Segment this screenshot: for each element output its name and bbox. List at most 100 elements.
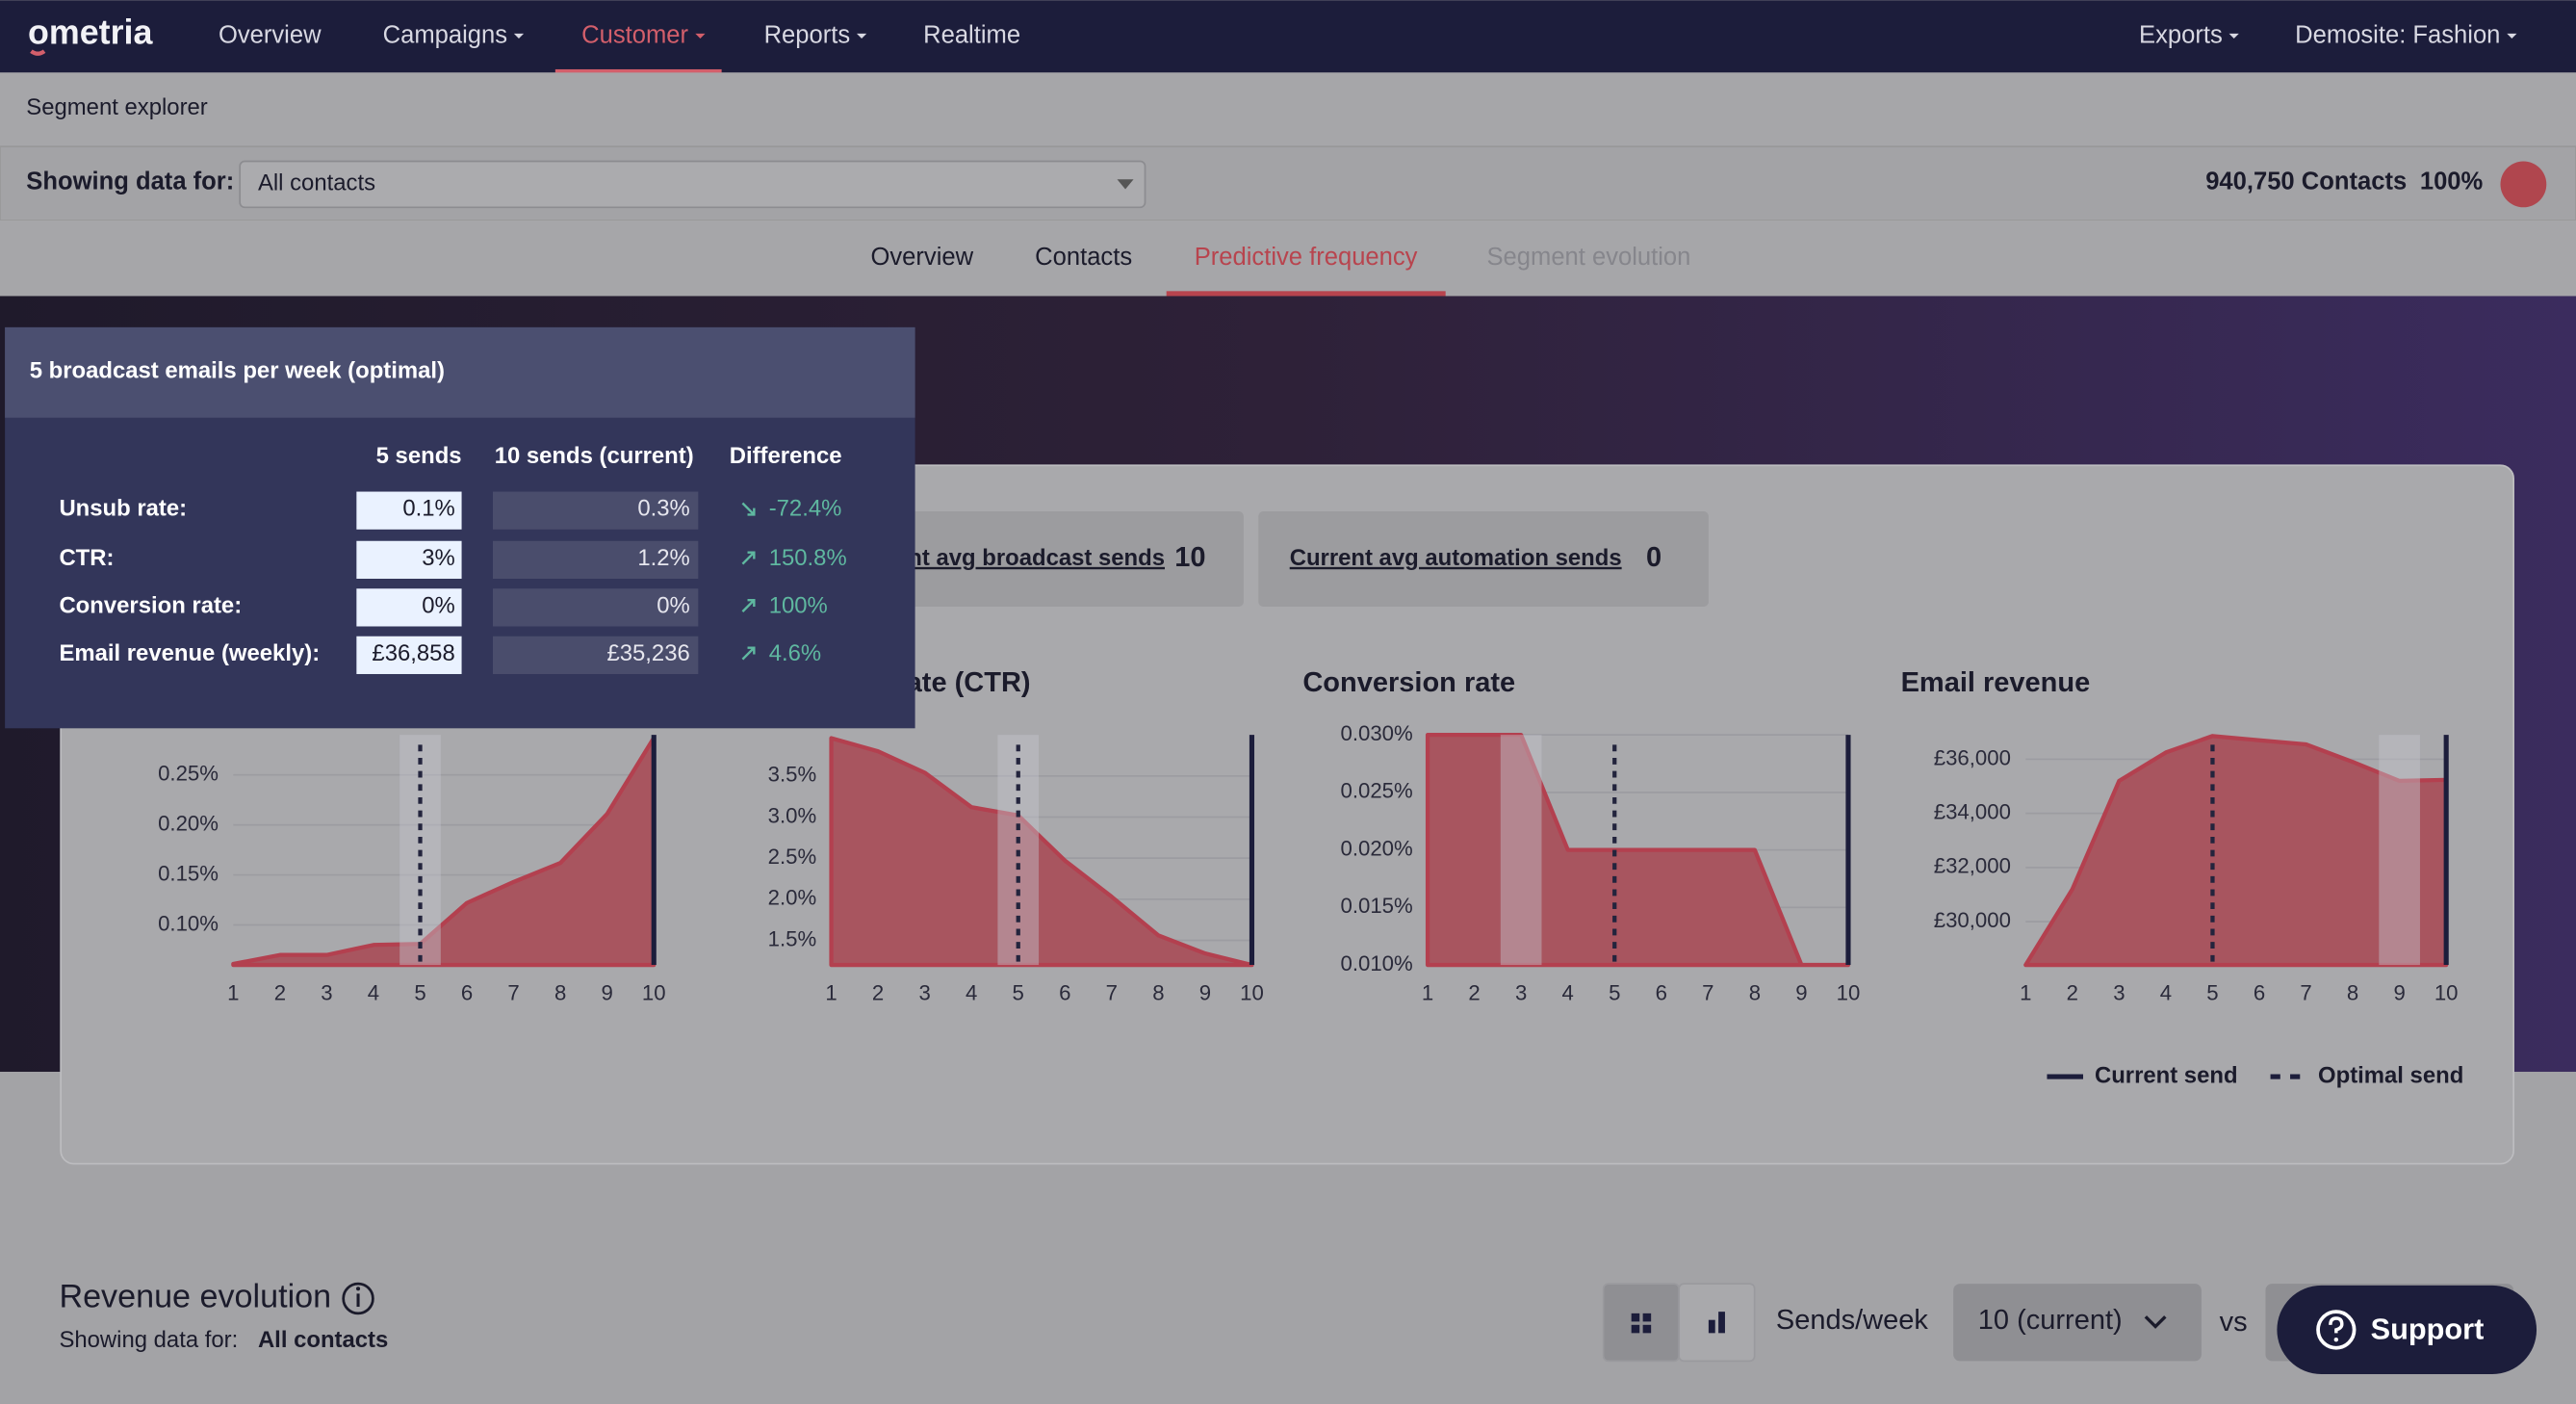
- x-tick-label: 10: [642, 981, 666, 1005]
- filter-select[interactable]: [239, 160, 1146, 209]
- optimal-value: 3%: [422, 545, 455, 571]
- x-tick-label: 8: [1749, 981, 1761, 1005]
- grid-icon: [1631, 1313, 1652, 1334]
- nav-right-item[interactable]: Demosite: Fashion: [2295, 22, 2500, 49]
- y-tick-label: 0.15%: [158, 861, 219, 885]
- x-tick-label: 4: [966, 981, 977, 1005]
- x-tick-label: 10: [1837, 981, 1861, 1005]
- difference-value: 4.6%: [769, 640, 821, 666]
- x-tick-label: 6: [1059, 981, 1070, 1005]
- y-tick-label: 0.015%: [1341, 894, 1413, 918]
- x-tick-label: 5: [2206, 981, 2218, 1005]
- tooltip-rows: Unsub rate: 0.1% 0.3% -72.4% CTR: 3% 1.2% 150.8…: [59, 491, 847, 674]
- legend-current: Current send: [2095, 1062, 2238, 1088]
- select-caret: [1117, 179, 1134, 190]
- x-tick-label: 9: [1199, 981, 1211, 1005]
- optimal-value: 0%: [422, 592, 455, 618]
- dropdown-caret: [2228, 33, 2239, 39]
- info-icon-dot: [355, 1287, 361, 1291]
- difference-value: 150.8%: [769, 545, 847, 571]
- mini-chart: Email revenue £30,000 £32,000 £34,000 £36,00…: [1901, 667, 2459, 1005]
- tooltip-title: 5 broadcast emails per week (optimal): [30, 357, 445, 383]
- sends-select[interactable]: [1953, 1284, 2202, 1362]
- x-tick-label: 5: [1013, 981, 1024, 1005]
- x-tick-label: 4: [368, 981, 379, 1005]
- y-tick-label: 0.030%: [1341, 721, 1413, 745]
- x-tick-label: 7: [2300, 981, 2311, 1005]
- tooltip-header: [5, 326, 915, 418]
- stat-box: [1258, 511, 1709, 608]
- info-icon[interactable]: [342, 1282, 374, 1315]
- nav-items: Overview Campaigns Customer Reports Realtime…: [219, 22, 2517, 75]
- logo[interactable]: ometria: [28, 13, 153, 52]
- trend-arrow: [741, 646, 756, 661]
- chart-title: Conversion rate: [1302, 667, 1515, 698]
- x-tick-label: 10: [2434, 981, 2459, 1005]
- x-tick-label: 7: [507, 981, 519, 1005]
- support-button[interactable]: [2277, 1285, 2537, 1375]
- nav-item[interactable]: Reports: [764, 22, 851, 49]
- difference-value: -72.4%: [769, 496, 842, 522]
- optimal-cell: [356, 540, 462, 580]
- x-tick-label: 8: [554, 981, 566, 1005]
- y-tick-label: £34,000: [1934, 800, 2011, 824]
- support-icon: [2316, 1310, 2357, 1350]
- dropdown-caret: [513, 33, 525, 39]
- tab[interactable]: Predictive frequency: [1195, 244, 1418, 271]
- optimal-value: £36,858: [372, 640, 454, 666]
- nav-item[interactable]: Campaigns: [383, 22, 507, 49]
- x-tick-label: 2: [274, 981, 286, 1005]
- support-label: Support: [2371, 1313, 2485, 1346]
- tabs: Overview Contacts Predictive frequency Segm…: [871, 244, 1691, 297]
- trend-arrow: [741, 598, 756, 612]
- sends-chevron: [2144, 1315, 2167, 1329]
- tooltip-column: 5 sends: [376, 443, 462, 469]
- x-tick-label: 2: [872, 981, 884, 1005]
- stat-value: 0: [1646, 542, 1662, 573]
- optimal-value: 0.1%: [402, 496, 454, 522]
- y-tick-label: 3.5%: [768, 763, 817, 787]
- nav-item[interactable]: Realtime: [923, 22, 1020, 49]
- x-tick-label: 7: [1106, 981, 1118, 1005]
- x-tick-label: 2: [1468, 981, 1480, 1005]
- nav-right-item[interactable]: Exports: [2139, 22, 2223, 49]
- x-tick-label: 10: [1240, 981, 1264, 1005]
- x-tick-label: 7: [1702, 981, 1713, 1005]
- y-tick-label: 0.25%: [158, 762, 219, 786]
- x-tick-label: 3: [2113, 981, 2125, 1005]
- nav-item[interactable]: Customer: [581, 22, 688, 49]
- highlight-band: [2379, 735, 2420, 966]
- x-tick-label: 3: [321, 981, 332, 1005]
- y-tick-label: 2.5%: [768, 845, 817, 869]
- x-tick-label: 6: [2254, 981, 2265, 1005]
- trend-arrow: [741, 551, 756, 565]
- x-tick-label: 9: [602, 981, 613, 1005]
- tab[interactable]: Overview: [871, 244, 974, 271]
- x-tick-label: 4: [1562, 981, 1574, 1005]
- tab: Segment evolution: [1487, 244, 1691, 271]
- avatar[interactable]: [2500, 161, 2547, 208]
- x-tick-label: 8: [1152, 981, 1164, 1005]
- y-tick-label: £32,000: [1934, 854, 2011, 878]
- tab[interactable]: Contacts: [1035, 244, 1132, 271]
- nav-item[interactable]: Overview: [219, 22, 322, 49]
- filter-label: Showing data for:: [26, 168, 234, 195]
- x-tick-label: 8: [2347, 981, 2358, 1005]
- navbar: [0, 0, 2576, 73]
- x-tick-label: 6: [1656, 981, 1667, 1005]
- grid-view-button[interactable]: [1602, 1283, 1681, 1363]
- x-tick-label: 5: [1609, 981, 1620, 1005]
- filter-value: All contacts: [258, 170, 375, 196]
- dropdown-caret: [695, 33, 706, 39]
- revenue-subtitle-value: All contacts: [258, 1327, 388, 1353]
- optimal-cell: [356, 588, 462, 627]
- mini-chart: 0.10% 0.15% 0.20% 0.25% 1 2 3 4 5 6 7 8 9 10: [158, 735, 666, 1005]
- x-tick-label: 2: [2067, 981, 2078, 1005]
- logo-smile: [30, 49, 46, 56]
- bar-icon: [1708, 1312, 1725, 1334]
- y-tick-label: 0.025%: [1341, 779, 1413, 803]
- support-icon-dot: [2333, 1337, 2339, 1342]
- chart-view-button[interactable]: [1678, 1283, 1756, 1363]
- dropdown-caret: [856, 33, 867, 39]
- page-title: Segment explorer: [26, 94, 207, 120]
